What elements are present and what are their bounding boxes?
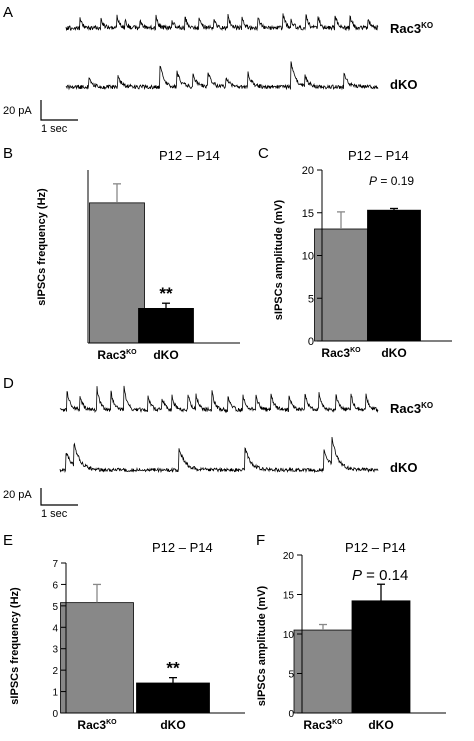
category-label-main: dKO [368,718,393,732]
plot-area: Rac3KO dKO 0 5 10 15 20 [283,551,446,732]
y-axis-label: sIPSCs frequency (Hz) [36,188,48,306]
y-tick-label: 15 [283,591,295,602]
category-label: Rac3KO [97,348,137,362]
y-tick-label: 2 [52,666,58,677]
bar [136,682,210,714]
category-label: dKO [381,346,406,360]
p-value-annotation: P = 0.19 [369,174,414,188]
scale-bar [40,100,78,121]
y-tick-label: 10 [283,630,295,641]
p-symbol: P [369,174,377,188]
panel-f-amplitude-chart: F P12 – P14 sIPSCs amplitude (mV) P = 0.… [256,532,446,732]
panel-b-frequency-chart: B P12 – P14 sIPSCs frequency (Hz) Rac3KO… [3,145,240,362]
y-tick-label: 4 [52,623,58,634]
scale-x-label: 1 sec [41,508,68,520]
bar [138,307,194,344]
chart-title: P12 – P14 [348,148,409,163]
panel-e-frequency-chart: E P12 – P14 sIPSCs frequency (Hz) Rac3KO… [3,532,245,732]
bar [351,600,411,714]
category-label: Rac3KO [77,718,117,732]
category-label-main: dKO [160,718,185,732]
scale-bar [40,488,78,506]
category-label-sup: KO [106,719,117,726]
trace-dko [65,61,379,91]
y-tick-label: 0 [288,709,294,720]
chart-title: P12 – P14 [152,540,213,555]
category-label: dKO [153,348,178,362]
y-tick-label: 20 [302,165,314,177]
panel-letter: E [3,532,13,549]
y-tick-label: 15 [302,208,314,220]
trace-rac3ko [59,385,379,414]
y-tick-label: 10 [302,251,314,263]
category-label: Rac3KO [321,346,361,360]
y-tick-label: 0 [52,709,58,720]
panel-letter: A [3,4,13,21]
scale-y-label: 20 pA [3,489,32,501]
trace-label-rac3ko: Rac3KO [390,21,433,36]
y-axis-label: sIPSCs amplitude (mV) [256,585,268,706]
panel-letter: F [256,532,265,549]
y-tick-label: 6 [52,580,58,591]
y-tick-label: 5 [52,602,58,613]
plot-area: Rac3KO ** dKO 0 1 2 3 4 5 6 7 [52,559,245,732]
chart-title: P12 – P14 [345,540,406,555]
chart-title: P12 – P14 [159,148,220,163]
trace-label-sup: KO [421,21,433,30]
p-value: = 0.19 [377,174,414,188]
y-tick-label: 5 [288,670,294,681]
y-axis-label: sIPSCs frequency (Hz) [9,587,21,705]
y-tick-label: 0 [308,336,314,348]
panel-a: A Rac3KO dKO 20 pA 1 sec [3,4,433,135]
plot-area: Rac3KO dKO 0 5 10 15 20 [302,165,452,360]
bar [89,202,145,344]
bar [60,602,134,714]
category-label-main: Rac3 [321,346,350,360]
panel-c-amplitude-chart: C P12 – P14 sIPSCs amplitude (mV) P = 0.… [258,145,452,360]
plot-area: Rac3KO ** dKO [87,170,240,362]
trace-label-main: Rac3 [390,401,421,416]
category-label-main: Rac3 [303,718,332,732]
y-tick-label: 7 [52,559,58,570]
category-label-sup: KO [350,347,361,354]
category-label-main: Rac3 [97,348,126,362]
panel-d: D Rac3KO dKO 20 pA 1 sec [3,375,433,520]
significance-marker: ** [166,659,180,678]
trace-label-main: Rac3 [390,21,421,36]
trace-label-dko: dKO [390,77,417,92]
category-label-sup: KO [126,349,137,356]
y-tick-label: 3 [52,645,58,656]
y-tick-label: 20 [283,551,295,562]
trace-label-dko: dKO [390,460,417,475]
trace-dko [59,436,379,474]
category-label-main: dKO [381,346,406,360]
scale-y-label: 20 pA [3,105,32,117]
category-label: dKO [160,718,185,732]
p-value: = 0.14 [362,567,408,584]
trace-label-rac3ko: Rac3KO [390,401,433,416]
y-tick-label: 1 [52,688,58,699]
category-label-sup: KO [332,719,343,726]
category-label-main: dKO [153,348,178,362]
category-label: Rac3KO [303,718,343,732]
p-value-annotation: P = 0.14 [352,567,408,584]
trace-rac3ko [65,13,379,32]
category-label-main: Rac3 [77,718,106,732]
y-axis-label: sIPSCs amplitude (mV) [273,199,285,320]
bar [367,209,421,342]
y-tick-label: 5 [308,293,314,305]
trace-label-sup: KO [421,401,433,410]
panel-letter: D [3,375,14,392]
panel-letter: C [258,145,269,162]
scale-x-label: 1 sec [41,123,68,135]
category-label: dKO [368,718,393,732]
bar [293,629,353,714]
significance-marker: ** [159,284,173,303]
panel-letter: B [3,145,13,162]
p-symbol: P [352,567,362,584]
